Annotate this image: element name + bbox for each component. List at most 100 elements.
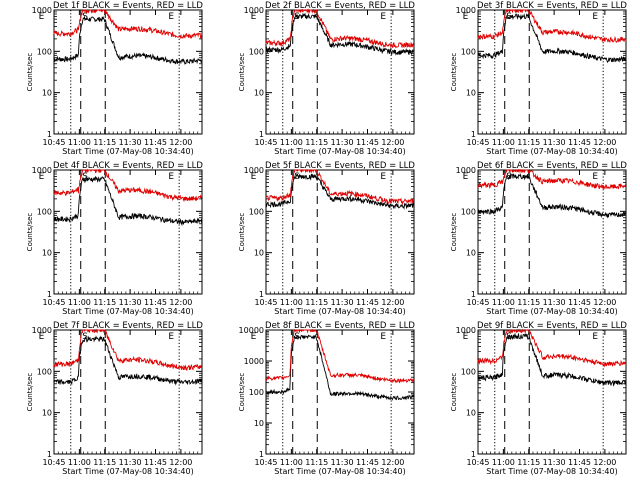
y-axis-label: Counts/sec [238, 53, 246, 92]
x-tick-label: 11:45 [568, 458, 591, 467]
event-marker-label: E [380, 12, 386, 22]
y-tick-label: 1000 [244, 6, 264, 15]
panel-title: Det 7f BLACK = Events, RED = LLD [53, 321, 203, 331]
y-tick-label: 10 [42, 89, 52, 98]
detector-panel: Det 9f BLACK = Events, RED = LLD 1 10 100 10… [450, 321, 627, 476]
detector-panel: Det 1f BLACK = Events, RED = LLD 1 10 100 10… [26, 1, 203, 156]
x-tick-label: 11:15 [305, 298, 328, 307]
x-axis-label: Start Time (07-May-08 10:34:40) [62, 307, 193, 316]
y-tick-label: 1 [47, 450, 52, 459]
x-tick-label: 11:45 [144, 138, 167, 147]
x-tick-label: 11:00 [68, 138, 91, 147]
event-marker-label: E [251, 172, 257, 182]
events-series-line [265, 333, 415, 401]
x-tick-label: 10:45 [42, 138, 65, 147]
x-tick-label: 11:30 [119, 298, 142, 307]
y-tick-label: 10 [254, 89, 264, 98]
y-tick-label: 1 [47, 290, 52, 299]
x-axis-label: Start Time (07-May-08 10:34:40) [62, 467, 193, 476]
x-tick-label: 10:45 [42, 458, 65, 467]
y-tick-label: 10 [254, 419, 264, 428]
event-marker-label: E [39, 12, 45, 22]
y-tick-label: 10 [466, 409, 476, 418]
x-tick-label: 11:30 [543, 138, 566, 147]
y-tick-label: 10 [254, 249, 264, 258]
y-tick-label: 1000 [244, 166, 264, 175]
y-tick-label: 1 [47, 130, 52, 139]
event-marker-label: S [82, 12, 88, 22]
detector-panel: Det 6f BLACK = Events, RED = LLD 1 10 100 10… [450, 161, 627, 316]
event-marker-label: S [82, 172, 88, 182]
panel-title: Det 5f BLACK = Events, RED = LLD [265, 161, 415, 171]
y-tick-label: 100 [249, 207, 264, 216]
plot-frame [265, 169, 415, 295]
detector-panel: Det 3f BLACK = Events, RED = LLD 1 10 100 10… [450, 1, 627, 156]
x-tick-label: 11:30 [331, 458, 354, 467]
x-tick-label: 11:15 [517, 138, 540, 147]
x-tick-label: 12:00 [593, 138, 616, 147]
y-tick-label: 1 [259, 130, 264, 139]
x-tick-label: 11:00 [280, 298, 303, 307]
event-marker-label: E [592, 332, 598, 342]
events-series-line [53, 15, 202, 65]
y-tick-label: 1 [471, 450, 476, 459]
events-series-line [265, 173, 415, 210]
x-tick-label: 12:00 [381, 138, 404, 147]
y-tick-label: 100 [37, 47, 52, 56]
y-tick-label: 1 [259, 290, 264, 299]
y-tick-label: 1000 [32, 326, 52, 335]
panel-title: Det 4f BLACK = Events, RED = LLD [53, 161, 203, 171]
event-marker-label: E [251, 12, 257, 22]
x-tick-label: 11:00 [492, 298, 515, 307]
panel-title: Det 1f BLACK = Events, RED = LLD [53, 1, 203, 11]
x-tick-label: 11:15 [517, 298, 540, 307]
y-axis-label: Counts/sec [26, 53, 34, 92]
x-tick-label: 11:00 [492, 138, 515, 147]
x-tick-label: 11:00 [68, 458, 91, 467]
event-marker-label: E [251, 332, 257, 342]
x-tick-label: 10:45 [42, 298, 65, 307]
x-axis-label: Start Time (07-May-08 10:34:40) [62, 147, 193, 156]
lld-series-line [265, 8, 415, 49]
detector-panel: Det 5f BLACK = Events, RED = LLD 1 10 100 10… [238, 161, 415, 316]
x-tick-label: 10:45 [254, 298, 277, 307]
x-axis-label: Start Time (07-May-08 10:34:40) [486, 307, 617, 316]
x-tick-label: 12:00 [593, 298, 616, 307]
y-tick-label: 10 [42, 409, 52, 418]
y-tick-label: 100 [37, 367, 52, 376]
plot-frame [477, 9, 627, 135]
x-tick-label: 11:30 [543, 298, 566, 307]
event-marker-label: E [592, 12, 598, 22]
lld-series-line [265, 168, 415, 206]
y-tick-label: 100 [461, 47, 476, 56]
x-tick-label: 11:30 [331, 298, 354, 307]
x-tick-label: 10:45 [254, 138, 277, 147]
y-tick-label: 100 [249, 388, 264, 397]
y-tick-label: 100 [461, 367, 476, 376]
x-tick-label: 12:00 [381, 298, 404, 307]
y-axis-label: Counts/sec [450, 213, 458, 252]
x-tick-label: 11:30 [119, 458, 142, 467]
y-tick-label: 100 [37, 207, 52, 216]
lld-series-line [477, 168, 627, 190]
events-series-line [477, 13, 627, 64]
event-marker-label: E [39, 172, 45, 182]
event-marker-label: E [463, 12, 469, 22]
y-tick-label: 100 [461, 207, 476, 216]
event-marker-label: E [168, 332, 174, 342]
plot-frame [53, 9, 203, 135]
y-axis-label: Counts/sec [450, 373, 458, 412]
y-tick-label: 10 [42, 249, 52, 258]
x-tick-label: 11:15 [305, 138, 328, 147]
y-tick-label: 1 [471, 290, 476, 299]
x-tick-label: 11:15 [93, 298, 116, 307]
y-tick-label: 1000 [32, 166, 52, 175]
detector-panel: Det 2f BLACK = Events, RED = LLD 1 10 100 10… [238, 1, 415, 156]
y-axis-label: Counts/sec [238, 213, 246, 252]
x-tick-label: 11:45 [356, 298, 379, 307]
x-tick-label: 10:45 [254, 458, 277, 467]
y-tick-label: 10000 [239, 326, 264, 335]
plot-frame [53, 329, 203, 455]
events-series-line [265, 12, 414, 56]
